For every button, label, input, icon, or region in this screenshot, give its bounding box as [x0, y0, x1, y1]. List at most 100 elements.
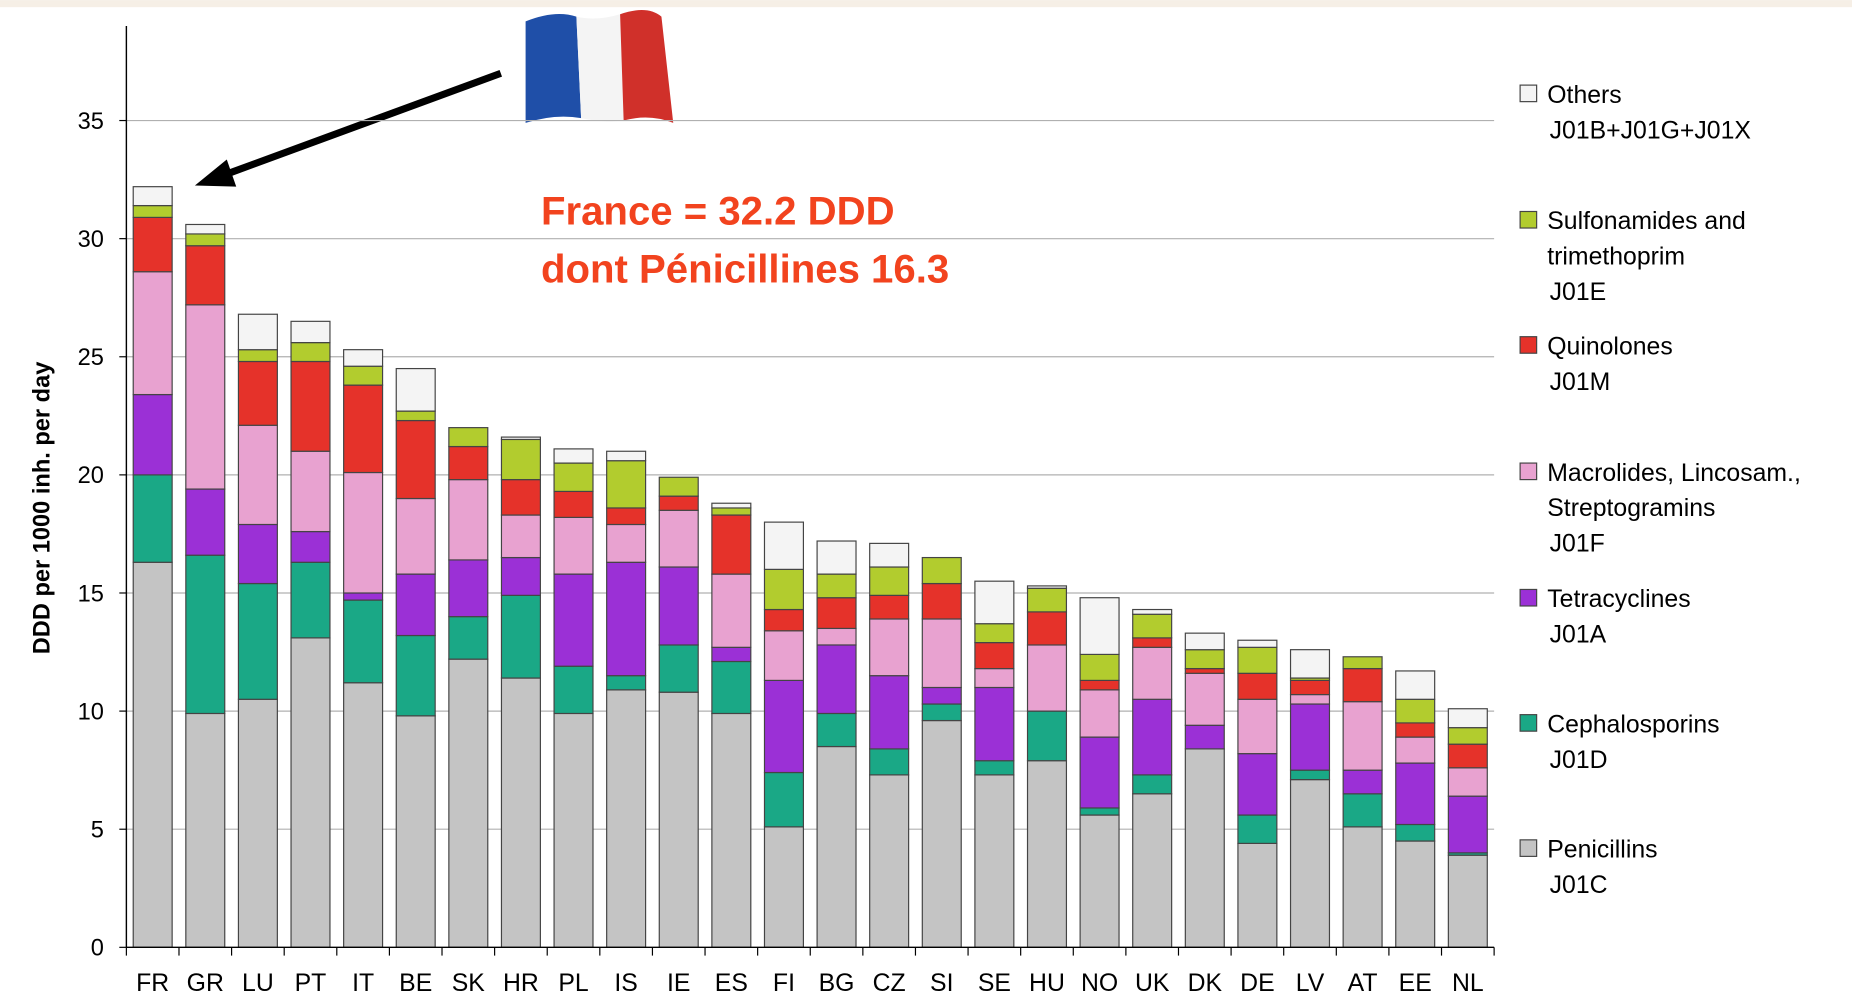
- x-tick-label: NL: [1452, 970, 1484, 997]
- y-tick-label: 15: [78, 581, 104, 607]
- bar-segment: [133, 562, 172, 947]
- bar-segment: [1238, 815, 1277, 843]
- bar-segment: [659, 645, 698, 692]
- legend-label: Penicillins: [1547, 837, 1657, 864]
- bar-segment: [186, 555, 225, 713]
- bar-segment: [712, 508, 751, 515]
- bar-segment: [1396, 699, 1435, 723]
- bar-segment: [1185, 669, 1224, 674]
- bar-segment: [1080, 680, 1119, 689]
- x-tick-label: ES: [715, 970, 748, 997]
- bar-segment: [1080, 654, 1119, 680]
- bar-segment: [607, 451, 646, 460]
- x-tick-label: FR: [136, 970, 169, 997]
- bar-segment: [449, 447, 488, 480]
- bar-segment: [186, 489, 225, 555]
- bar-segment: [238, 350, 277, 362]
- bar-segment: [922, 558, 961, 584]
- bar-segment: [133, 475, 172, 562]
- y-tick-label: 5: [91, 817, 104, 843]
- bar-segment: [1238, 754, 1277, 815]
- bar-segment: [975, 624, 1014, 643]
- bar-segment: [1080, 598, 1119, 655]
- bar-segment: [1185, 725, 1224, 749]
- x-tick-label: SK: [452, 970, 486, 997]
- bar-segment: [870, 676, 909, 749]
- bar-segment: [133, 187, 172, 206]
- bar-segment: [1343, 770, 1382, 794]
- bar-segment: [396, 411, 435, 420]
- bar-segment: [1238, 673, 1277, 699]
- bar-segment: [186, 305, 225, 489]
- x-tick-label: FI: [773, 970, 795, 997]
- bar-segment: [344, 385, 383, 472]
- bar-segment: [1185, 673, 1224, 725]
- legend-label: Streptogramins: [1547, 495, 1715, 522]
- bar-segment: [1291, 695, 1330, 704]
- y-tick-label: 25: [78, 345, 104, 371]
- bar-segment: [396, 421, 435, 499]
- bar-segment: [764, 631, 803, 681]
- bar-segment: [396, 716, 435, 948]
- bar-segment: [1185, 749, 1224, 947]
- bar-segment: [975, 669, 1014, 688]
- bar-segment: [1028, 612, 1067, 645]
- legend-code: J01D: [1550, 747, 1608, 774]
- x-tick-label: DK: [1188, 970, 1223, 997]
- bar-segment: [1133, 610, 1172, 615]
- bar-segment: [870, 567, 909, 595]
- bar-segment: [607, 562, 646, 675]
- x-tick-label: NO: [1081, 970, 1118, 997]
- bar-segment: [501, 515, 540, 558]
- bar-segment: [396, 636, 435, 716]
- bar-segment: [186, 224, 225, 233]
- bar-segment: [1080, 808, 1119, 815]
- x-tick-label: BG: [819, 970, 855, 997]
- bar-segment: [1396, 723, 1435, 737]
- bar-segment: [291, 532, 330, 563]
- bar-segment: [501, 439, 540, 479]
- bar-segment: [870, 749, 909, 775]
- bar-segment: [133, 395, 172, 475]
- bar-segment: [817, 713, 856, 746]
- chart: France = 32.2 DDD dont Pénicillines 16.3…: [0, 0, 1852, 997]
- bar-segment: [449, 480, 488, 560]
- bar-segment: [922, 704, 961, 721]
- bar-segment: [764, 610, 803, 631]
- bar-segment: [501, 678, 540, 947]
- bar-segment: [449, 617, 488, 660]
- x-tick-label: CZ: [873, 970, 906, 997]
- bar-segment: [922, 687, 961, 704]
- bar-segment: [1080, 690, 1119, 737]
- bar-segment: [1133, 794, 1172, 948]
- bar-segment: [1185, 650, 1224, 669]
- bar-segment: [238, 699, 277, 947]
- y-tick-label: 10: [78, 699, 104, 725]
- bar-segment: [1448, 709, 1487, 728]
- bar-segment: [238, 314, 277, 349]
- bar-segment: [1133, 699, 1172, 775]
- bar-segment: [133, 272, 172, 395]
- bar-segment: [554, 713, 593, 947]
- bar-segment: [1343, 794, 1382, 827]
- bar-segment: [554, 449, 593, 463]
- bar-segment: [186, 246, 225, 305]
- legend-swatch: [1520, 463, 1537, 480]
- bar-segment: [1396, 824, 1435, 841]
- bar-segment: [1028, 586, 1067, 588]
- bar-segment: [1448, 855, 1487, 947]
- bar-segment: [764, 773, 803, 827]
- bar-segment: [291, 562, 330, 638]
- x-tick-label: LU: [242, 970, 274, 997]
- bar-segment: [554, 666, 593, 713]
- x-tick-label: EE: [1399, 970, 1432, 997]
- bar-segment: [870, 775, 909, 947]
- bar-segment: [607, 508, 646, 525]
- bar-segment: [712, 574, 751, 647]
- bar-segment: [554, 491, 593, 517]
- x-tick-label: GR: [187, 970, 224, 997]
- bar-segment: [659, 567, 698, 645]
- bar-segment: [712, 515, 751, 574]
- bar-segment: [1343, 702, 1382, 771]
- x-tick-label: IS: [614, 970, 637, 997]
